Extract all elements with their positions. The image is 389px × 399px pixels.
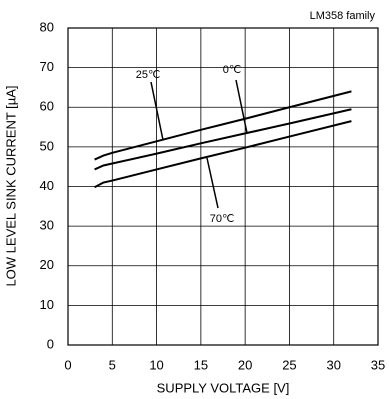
y-axis-label: LOW LEVEL SINK CURRENT [µA] — [3, 85, 18, 286]
x-tick-label: 0 — [64, 357, 71, 372]
x-tick-label: 20 — [238, 357, 252, 372]
plot-frame — [67, 27, 379, 346]
x-tick-label: 5 — [109, 357, 116, 372]
y-tick-label: 50 — [40, 138, 54, 153]
note-label: LM358 family — [310, 10, 376, 22]
series-label: 0℃ — [223, 64, 241, 76]
x-tick-label: 30 — [326, 357, 340, 372]
y-tick-label: 80 — [40, 19, 54, 34]
x-tick-label: 25 — [282, 357, 296, 372]
x-tick-label: 10 — [149, 357, 163, 372]
series-label: 25℃ — [136, 69, 161, 81]
y-tick-label: 70 — [40, 59, 54, 74]
series-line — [94, 108, 352, 171]
x-axis-label: SUPPLY VOLTAGE [V] — [157, 380, 290, 395]
y-tick-label: 0 — [47, 336, 54, 351]
leader-line — [150, 81, 164, 141]
y-tick-label: 30 — [40, 218, 54, 233]
x-tick-label: 15 — [194, 357, 208, 372]
y-tick-label: 20 — [40, 257, 54, 272]
leader-line — [206, 157, 219, 209]
series-line — [94, 120, 352, 189]
y-tick-label: 40 — [40, 178, 54, 193]
series-line — [94, 90, 352, 161]
y-tick-label: 10 — [40, 297, 54, 312]
x-tick-label: 35 — [371, 357, 385, 372]
y-tick-label: 60 — [40, 99, 54, 114]
series-label: 70℃ — [210, 213, 235, 225]
